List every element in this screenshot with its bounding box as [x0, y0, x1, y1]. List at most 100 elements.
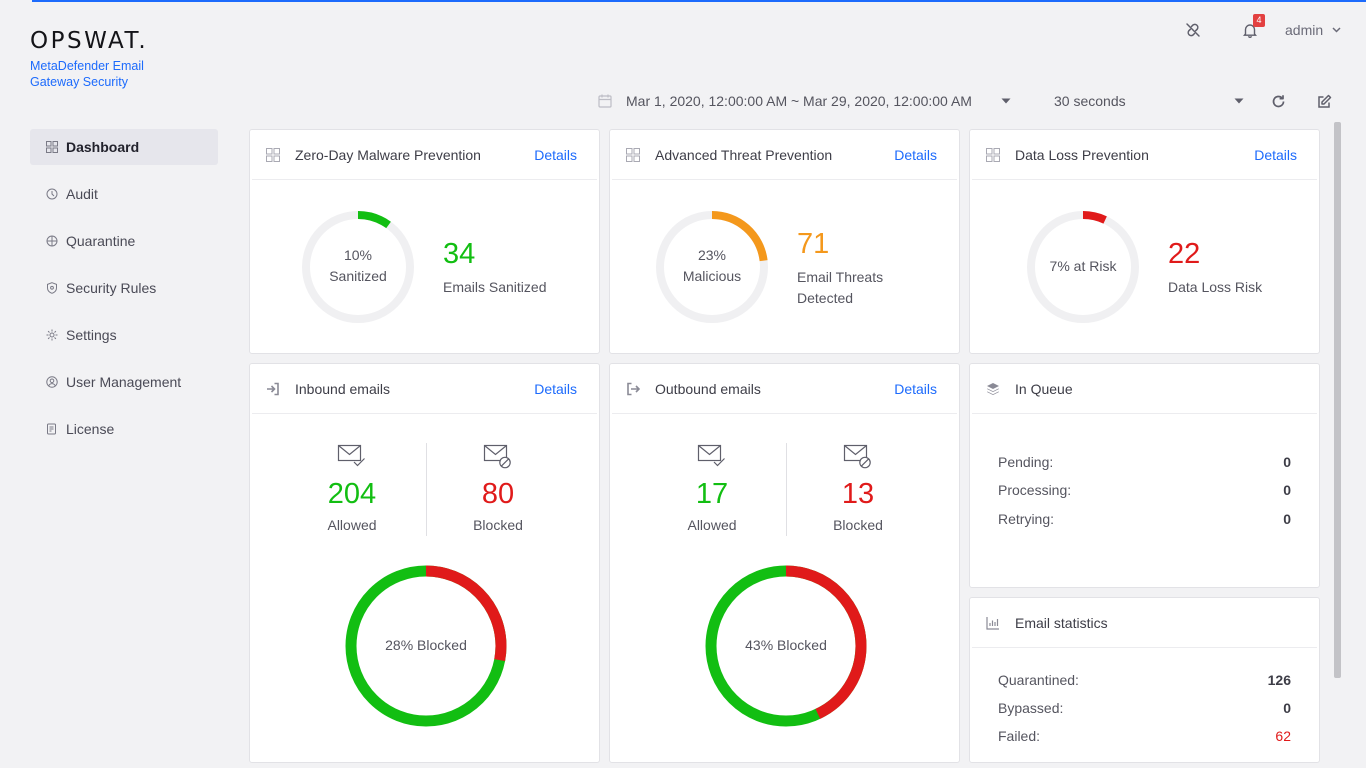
row-label: Processing: [998, 482, 1072, 498]
quarantine-icon [46, 235, 58, 247]
atp-card: Advanced Threat Prevention Details 23% M… [609, 129, 960, 354]
details-link[interactable]: Details [1254, 146, 1297, 163]
blocked-stat: 13 Blocked [798, 443, 918, 533]
notification-badge: 4 [1253, 14, 1265, 27]
row-value: 0 [1283, 700, 1291, 716]
card-title: Data Loss Prevention [1015, 146, 1149, 163]
allowed-label: Allowed [687, 517, 737, 533]
sidebar-item-audit[interactable]: Audit [30, 176, 218, 212]
email-statistics-card: Email statistics Quarantined: 126 Bypass… [969, 597, 1320, 763]
stats-row-quarantined: Quarantined: 126 [998, 672, 1291, 688]
ring-center-text: 7% at Risk [1049, 258, 1117, 274]
row-label: Bypassed: [998, 700, 1064, 716]
date-range-value: Mar 1, 2020, 12:00:00 AM ~ Mar 29, 2020,… [626, 93, 972, 109]
details-link[interactable]: Details [534, 146, 577, 163]
grid-icon [46, 141, 58, 153]
card-title: Advanced Threat Prevention [655, 146, 833, 163]
chevron-down-icon [1332, 27, 1341, 33]
row-label: Quarantined: [998, 672, 1079, 688]
row-label: Pending: [998, 454, 1054, 470]
dlp-card: Data Loss Prevention Details 7% at Risk … [969, 129, 1320, 354]
scrollbar-thumb[interactable] [1334, 122, 1341, 678]
refresh-interval-value: 30 seconds [1054, 93, 1126, 109]
calendar-icon [598, 94, 612, 108]
malicious-ring [656, 211, 768, 323]
details-link[interactable]: Details [894, 380, 937, 397]
edit-icon[interactable] [1314, 91, 1334, 111]
date-range-picker[interactable]: Mar 1, 2020, 12:00:00 AM ~ Mar 29, 2020,… [598, 90, 1011, 112]
sidebar-item-quarantine[interactable]: Quarantine [30, 223, 218, 259]
row-value: 0 [1283, 454, 1291, 470]
details-link[interactable]: Details [534, 380, 577, 397]
sidebar-item-label: User Management [66, 374, 182, 390]
mail-check-icon [697, 444, 725, 467]
ring-percent: 23% [697, 247, 727, 263]
inbound-blocked-ring [345, 565, 507, 727]
user-menu[interactable]: admin [1285, 22, 1341, 38]
blocked-count: 80 [481, 478, 515, 510]
license-icon [46, 423, 58, 435]
divider [786, 443, 787, 536]
sidebar-item-label: Security Rules [66, 280, 157, 296]
sidebar-item-label: Audit [66, 186, 98, 202]
stats-row-failed: Failed: 62 [998, 728, 1291, 744]
emails-sanitized-label: Emails Sanitized [443, 279, 547, 295]
stats-row-bypassed: Bypassed: 0 [998, 700, 1291, 716]
outbound-blocked-ring [705, 565, 867, 727]
ring-label: Sanitized [329, 268, 387, 284]
refresh-interval-select[interactable]: 30 seconds [1054, 90, 1244, 112]
product-name: MetaDefender Email Gateway Security [30, 59, 144, 89]
sidebar-nav: Dashboard Audit Quarantine Security Rule… [30, 129, 218, 458]
sidebar-item-settings[interactable]: Settings [30, 317, 218, 353]
sidebar-item-user-management[interactable]: User Management [30, 364, 218, 400]
queue-row-retrying: Retrying: 0 [998, 511, 1291, 527]
card-title: Email statistics [1015, 614, 1108, 631]
disconnect-icon[interactable] [1183, 20, 1203, 40]
sidebar-item-label: Quarantine [66, 233, 136, 249]
mail-blocked-icon [843, 444, 871, 469]
queue-row-pending: Pending: 0 [998, 454, 1291, 470]
ring-center-text: 43% Blocked [745, 637, 827, 653]
blocked-stat: 80 Blocked [438, 443, 558, 533]
row-value: 0 [1283, 482, 1291, 498]
ring-center-text: 23% Malicious [654, 245, 770, 287]
gear-icon [46, 329, 58, 341]
allowed-stat: 17 Allowed [652, 443, 772, 533]
sidebar-item-dashboard[interactable]: Dashboard [30, 129, 218, 165]
risk-ring [1027, 211, 1139, 323]
email-threats-label: Email Threats Detected [797, 267, 883, 309]
row-label: Retrying: [998, 511, 1055, 527]
ring-percent: 10% [343, 247, 373, 263]
shield-icon [46, 282, 58, 294]
zero-day-card: Zero-Day Malware Prevention Details 10% … [249, 129, 600, 354]
blocked-label: Blocked [473, 517, 523, 533]
user-name: admin [1285, 22, 1324, 38]
opswat-logo: OPSWAT. [30, 28, 149, 54]
sidebar-item-security-rules[interactable]: Security Rules [30, 270, 218, 306]
refresh-icon[interactable] [1268, 91, 1288, 111]
grid-icon [626, 147, 640, 162]
caret-down-icon [1001, 98, 1011, 104]
row-value: 0 [1283, 511, 1291, 527]
details-link[interactable]: Details [894, 146, 937, 163]
row-label: Failed: [998, 728, 1041, 744]
brand: OPSWAT. MetaDefender Email Gateway Secur… [30, 28, 170, 90]
sidebar-item-label: License [66, 421, 115, 437]
outbound-card: Outbound emails Details 17 Allowed 13 Bl… [609, 363, 960, 763]
queue-row-processing: Processing: 0 [998, 482, 1291, 498]
label-line: Email Threats [797, 269, 884, 285]
card-title: Inbound emails [295, 380, 390, 397]
bell-icon[interactable] [1240, 20, 1260, 40]
user-icon [46, 376, 58, 388]
data-loss-risk-label: Data Loss Risk [1168, 279, 1263, 295]
blocked-label: Blocked [833, 517, 883, 533]
grid-icon [986, 147, 1000, 162]
sidebar-item-label: Settings [66, 327, 117, 343]
card-title: In Queue [1015, 380, 1073, 397]
allowed-count: 204 [327, 478, 377, 510]
label-line: Detected [797, 290, 854, 306]
sidebar-item-license[interactable]: License [30, 411, 218, 447]
ring-segment-risk [1027, 211, 1139, 323]
ring-label: Malicious [682, 268, 742, 284]
bar-chart-icon [986, 616, 1000, 630]
